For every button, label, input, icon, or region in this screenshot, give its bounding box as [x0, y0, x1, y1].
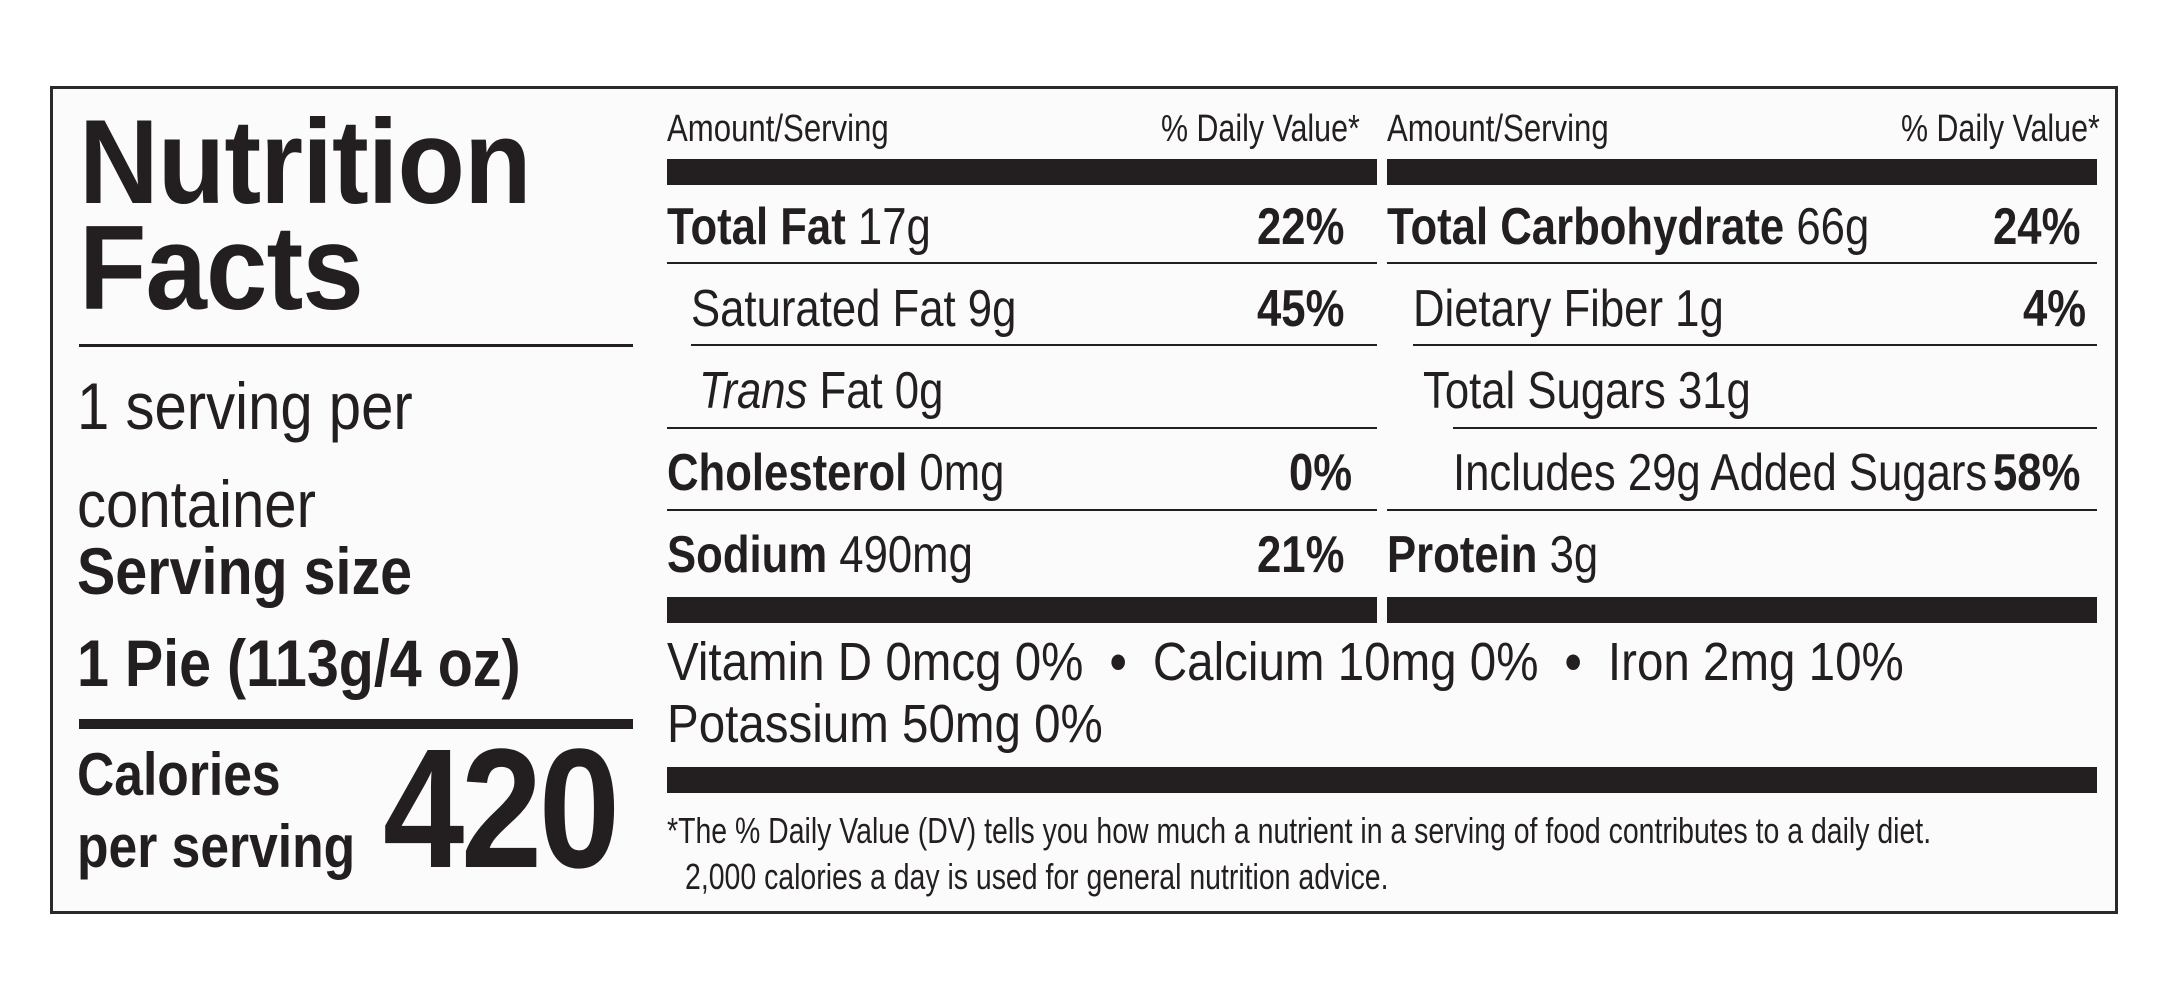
vitamins-line: Vitamin D 0mcg 0% • Calcium 10mg 0% • Ir… — [667, 631, 2072, 693]
row-divider — [1413, 344, 2097, 346]
footnote-bar — [667, 767, 2097, 793]
added-sugars-row: Includes 29g Added Sugars — [1453, 444, 1988, 502]
total-carbohydrate-dv: 24% — [1993, 198, 2081, 256]
right-header-bar — [1387, 159, 2097, 185]
row-divider — [1387, 509, 2097, 511]
vitamin-d: Vitamin D 0mcg 0% — [667, 632, 1084, 692]
cholesterol-dv: 0% — [1289, 444, 1353, 502]
added-sugars-dv: 58% — [1993, 444, 2081, 502]
right-bottom-bar — [1387, 597, 2097, 623]
saturated-fat-row: Saturated Fat 9g — [691, 280, 1017, 338]
serving-size-divider — [79, 719, 633, 729]
right-header-amount: Amount/Serving — [1387, 108, 1609, 150]
protein-row: Protein 3g — [1387, 526, 1599, 584]
trans-fat-row: Trans Fat 0g — [699, 362, 944, 420]
total-sugars-row: Total Sugars 31g — [1423, 362, 1751, 420]
dietary-fiber-row: Dietary Fiber 1g — [1413, 280, 1724, 338]
right-header-dv: % Daily Value* — [1901, 108, 2100, 150]
nutrition-facts-panel: Nutrition Facts 1 serving per container Se… — [50, 86, 2118, 914]
nutrition-facts-title: Nutrition Facts — [79, 95, 532, 335]
footnote-line1: *The % Daily Value (DV) tells you how mu… — [667, 810, 1932, 851]
servings-per-container: 1 serving per container — [77, 369, 413, 541]
row-divider — [667, 427, 1377, 429]
calcium: Calcium 10mg 0% — [1152, 632, 1539, 692]
row-divider — [691, 344, 1377, 346]
separator-dot: • — [1564, 632, 1582, 692]
saturated-fat-dv: 45% — [1257, 280, 1345, 338]
row-divider — [667, 509, 1377, 511]
left-header-bar — [667, 159, 1377, 185]
left-header-dv: % Daily Value* — [1161, 108, 1360, 150]
row-divider — [1387, 262, 2097, 264]
sodium-row: Sodium 490mg — [667, 526, 973, 584]
potassium-line: Potassium 50mg 0% — [667, 694, 1103, 754]
total-carbohydrate-row: Total Carbohydrate 66g — [1387, 198, 1870, 256]
calories-label: Calories per serving — [77, 741, 356, 880]
total-fat-row: Total Fat 17g — [667, 198, 931, 256]
separator-dot: • — [1109, 632, 1127, 692]
sodium-dv: 21% — [1257, 526, 1345, 584]
row-divider — [667, 262, 1377, 264]
iron: Iron 2mg 10% — [1607, 632, 1904, 692]
footnote-line2: 2,000 calories a day is used for general… — [685, 856, 1389, 897]
left-bottom-bar — [667, 597, 1377, 623]
cholesterol-row: Cholesterol 0mg — [667, 444, 1005, 502]
row-divider — [1453, 427, 2097, 429]
dietary-fiber-dv: 4% — [2023, 280, 2087, 338]
total-fat-dv: 22% — [1257, 198, 1345, 256]
serving-size: Serving size 1 Pie (113g/4 oz) — [77, 534, 521, 700]
calories-value: 420 — [383, 714, 620, 904]
title-divider — [79, 344, 633, 347]
left-header-amount: Amount/Serving — [667, 108, 889, 150]
